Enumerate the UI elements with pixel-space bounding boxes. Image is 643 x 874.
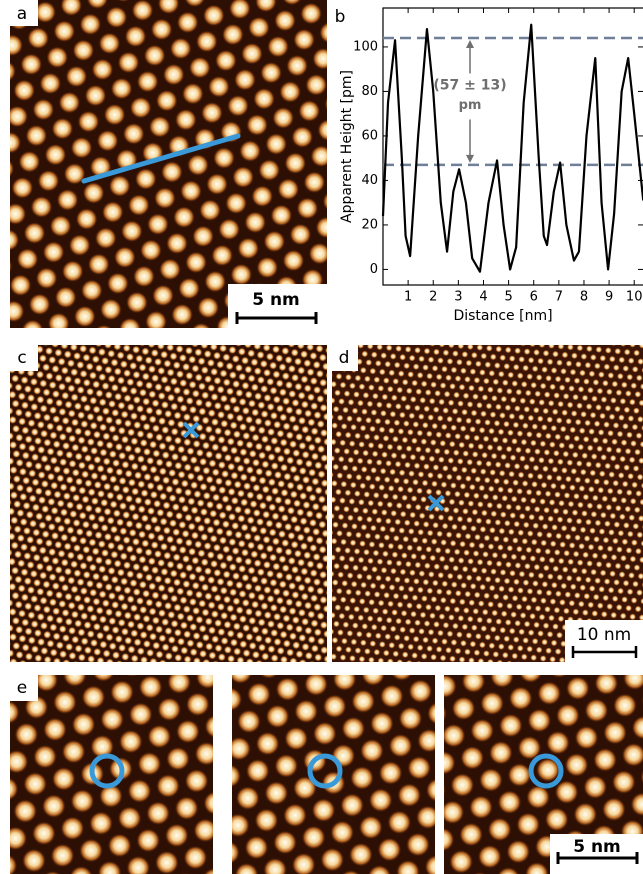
x-tick-label: 10 — [626, 290, 643, 305]
x-tick-label: 8 — [580, 290, 588, 305]
stm-image — [232, 675, 435, 874]
panel-label: a — [17, 4, 27, 24]
scale-bar-label: 5 nm — [573, 837, 621, 857]
scale-bar-label: 10 nm — [577, 625, 631, 645]
stm-image — [10, 345, 327, 662]
x-tick-label: 3 — [454, 290, 462, 305]
panel-label: c — [17, 348, 26, 368]
stm-image — [10, 0, 327, 328]
y-tick-label: 100 — [353, 39, 378, 54]
stm-image — [10, 675, 213, 874]
y-tick-label: 20 — [361, 217, 378, 232]
panel-label: e — [17, 678, 27, 698]
arrow-head — [466, 40, 474, 48]
x-tick-label: 5 — [504, 290, 512, 305]
figure: a 5 nm b c d 10 nm e 5 nm 0 20 40 60 80 100 1 2… — [0, 0, 643, 874]
panel-label: b — [335, 7, 346, 27]
x-tick-label: 6 — [530, 290, 538, 305]
x-axis-label: Distance [nm] — [453, 308, 552, 324]
panel-label: d — [339, 348, 350, 368]
x-tick-label: 4 — [479, 290, 487, 305]
stm-image — [332, 345, 643, 662]
x-tick-label: 9 — [605, 290, 613, 305]
y-tick-label: 80 — [361, 84, 378, 99]
x-tick-label: 7 — [555, 290, 563, 305]
x-tick-label: 1 — [404, 290, 412, 305]
scale-bar-label: 5 nm — [252, 290, 300, 310]
plot-frame — [383, 8, 643, 285]
arrow-head — [466, 155, 474, 163]
y-tick-label: 60 — [361, 128, 378, 143]
y-axis-label: Apparent Height [pm] — [339, 70, 355, 223]
y-tick-label: 0 — [370, 262, 378, 277]
annotation: (57 ± 13) — [433, 77, 506, 93]
x-tick-label: 2 — [429, 290, 437, 305]
annotation: pm — [459, 98, 482, 113]
y-tick-label: 40 — [361, 173, 378, 188]
data-line — [383, 25, 643, 272]
